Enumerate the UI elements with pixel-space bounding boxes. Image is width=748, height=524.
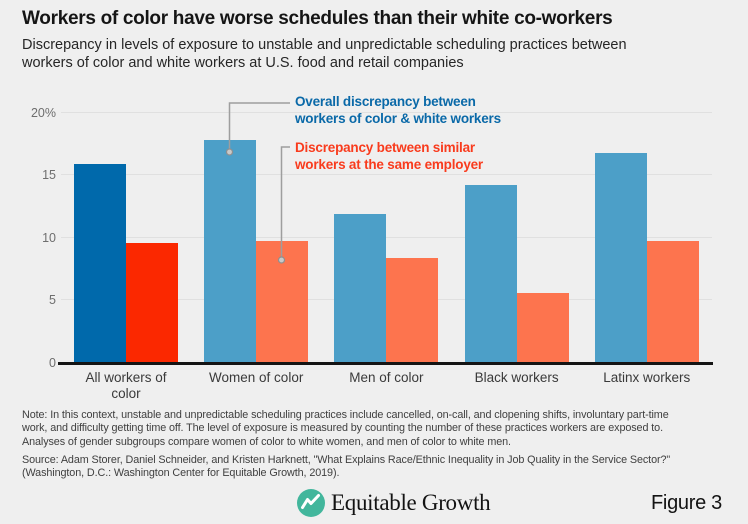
legend-same-employer-line-2: workers at the same employer: [295, 157, 483, 172]
legend-same-employer: Discrepancy between similar workers at t…: [295, 139, 483, 173]
note-line-1: Note: In this context, unstable and unpr…: [22, 409, 669, 421]
bar-same-employer-2: [386, 258, 439, 362]
legend-overall-line-1: Overall discrepancy between: [295, 94, 476, 109]
gridline-10: [61, 236, 712, 238]
y-tick-label-5: 5: [49, 293, 56, 308]
gridline-20: [61, 111, 712, 113]
bar-overall-2: [334, 214, 387, 362]
source-text: Source: Adam Storer, Daniel Schneider, a…: [22, 454, 740, 481]
chart-subtitle: Discrepancy in levels of exposure to uns…: [22, 37, 742, 72]
x-tick-label-0: All workers of color: [85, 370, 167, 401]
legend-overall-line-2: workers of color & white workers: [295, 111, 501, 126]
plot-area: 0 5 10 15 20% All workers of color Women of co…: [31, 100, 713, 401]
chart-subtitle-line-2: workers of color and white workers at U.…: [22, 54, 464, 71]
y-tick-label-15: 15: [42, 168, 56, 183]
gridline-15: [61, 174, 712, 176]
bar-same-employer-4: [646, 240, 699, 362]
note-line-3: Analyses of gender subgroups compare wom…: [22, 435, 511, 448]
bar-overall-3: [464, 185, 517, 362]
brand-name: Equitable Growth: [331, 490, 491, 515]
figure-number-label: Figure 3: [651, 492, 722, 514]
bar-overall-1: [204, 140, 257, 362]
bar-overall-4: [594, 152, 647, 362]
chart-title: Workers of color have worse schedules th…: [22, 8, 613, 29]
y-tick-label-20: 20%: [30, 105, 56, 120]
x-tick-label-2: Men of color: [349, 370, 424, 385]
equitable-growth-logo-icon: [297, 489, 325, 517]
bar-same-employer-3: [516, 293, 569, 362]
chart-subtitle-line-1: Discrepancy in levels of exposure to uns…: [22, 37, 627, 53]
x-axis-baseline: [58, 362, 713, 365]
x-tick-label-4: Latinx workers: [603, 370, 691, 385]
legend-same-employer-line-1: Discrepancy between similar: [295, 140, 475, 155]
note-line-2: work, and difficulty getting time off. T…: [22, 422, 663, 435]
bar-same-employer-1: [256, 240, 309, 362]
y-tick-label-10: 10: [42, 230, 56, 245]
bar-overall-0: [74, 164, 126, 362]
legend-overall: Overall discrepancy between workers of c…: [295, 93, 501, 127]
x-tick-label-3: Black workers: [474, 370, 559, 385]
x-tick-label-1: Women of color: [209, 370, 304, 385]
y-tick-label-0: 0: [49, 356, 56, 370]
source-line-1: Source: Adam Storer, Daniel Schneider, a…: [22, 454, 671, 466]
logo-zigzag: [301, 494, 320, 509]
note-text: Note: In this context, unstable and unpr…: [22, 409, 740, 449]
bar-same-employer-0: [126, 243, 178, 362]
source-line-2: (Washington, D.C.: Washington Center for…: [22, 467, 340, 480]
